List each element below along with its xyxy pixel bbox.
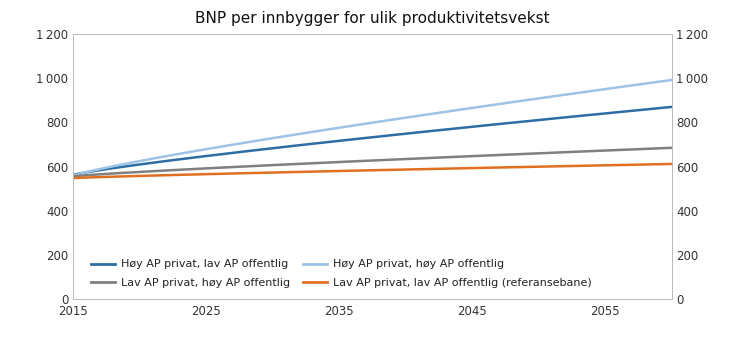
Legend: Høy AP privat, lav AP offentlig, Lav AP privat, høy AP offentlig, Høy AP privat,: Høy AP privat, lav AP offentlig, Lav AP … — [91, 259, 592, 288]
Title: BNP per innbygger for ulik produktivitetsvekst: BNP per innbygger for ulik produktivitet… — [195, 11, 550, 26]
